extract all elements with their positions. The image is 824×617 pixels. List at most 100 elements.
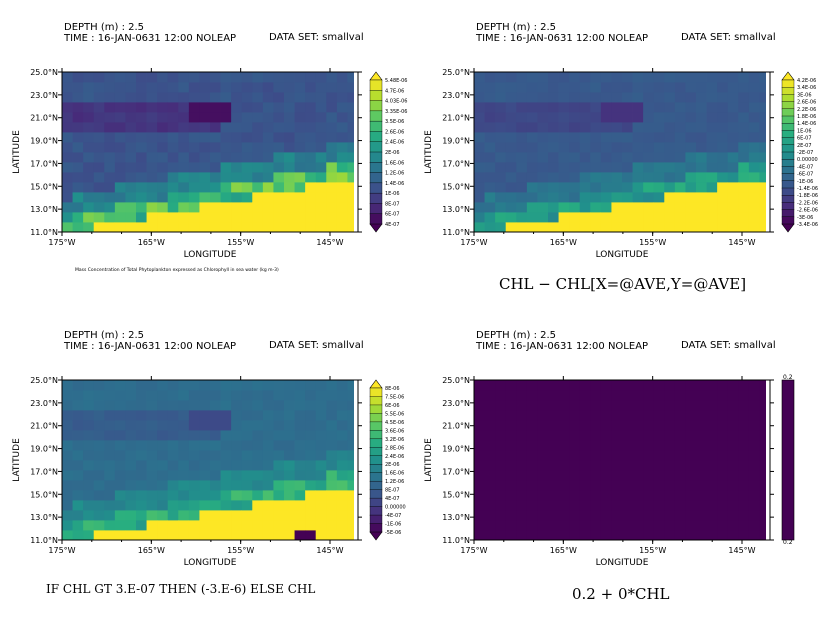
heatmap-cell	[759, 212, 771, 223]
heatmap-cell	[706, 132, 718, 143]
heatmap-cell	[653, 222, 665, 233]
heatmap-cell	[611, 420, 623, 431]
heatmap-cell	[93, 172, 105, 183]
x-tick-label: 155°W	[227, 238, 254, 247]
heatmap-cell	[231, 520, 243, 531]
heatmap-cell	[210, 182, 221, 193]
heatmap-cell	[643, 420, 655, 431]
heatmap-cell	[696, 440, 707, 451]
heatmap-cell	[653, 192, 665, 203]
heatmap-cell	[273, 172, 285, 183]
heatmap-cell	[537, 152, 549, 163]
heatmap-cell	[717, 92, 729, 103]
heatmap-cell	[188, 420, 200, 431]
colorbar-label: 5.5E-06	[385, 411, 404, 417]
heatmap-cell	[706, 510, 718, 521]
heatmap-cell	[241, 152, 253, 163]
heatmap-cell	[114, 380, 126, 391]
colorbar-swatch	[369, 514, 383, 525]
heatmap-cell	[505, 490, 517, 501]
heatmap-cell	[611, 162, 623, 173]
heatmap-cell	[72, 400, 84, 411]
heatmap-cell	[336, 102, 348, 113]
map-edge	[766, 380, 770, 540]
heatmap-cell	[505, 390, 517, 401]
heatmap-cell	[537, 212, 549, 223]
heatmap-cell	[664, 500, 676, 511]
heatmap-cell	[262, 222, 274, 233]
heatmap-cell	[748, 430, 760, 441]
heatmap-cell	[643, 440, 655, 451]
heatmap-cell	[474, 380, 485, 391]
heatmap-cell	[516, 400, 528, 411]
heatmap-cell	[347, 72, 359, 83]
heatmap-cell	[157, 510, 169, 521]
heatmap-cell	[188, 400, 200, 411]
heatmap-cell	[93, 102, 105, 113]
heatmap-cell	[284, 510, 295, 521]
heatmap-cell	[305, 82, 317, 93]
heatmap-cell	[284, 72, 295, 83]
heatmap-cell	[558, 122, 570, 133]
heatmap-cell	[537, 202, 549, 213]
heatmap-cell	[241, 132, 253, 143]
heatmap-cell	[114, 142, 126, 153]
heatmap-cell	[600, 390, 612, 401]
heatmap-cell	[104, 72, 116, 83]
heatmap-cell	[93, 510, 105, 521]
heatmap-cell	[632, 222, 644, 233]
heatmap-cell	[167, 440, 179, 451]
y-tick-label: 13.0°N	[30, 513, 58, 522]
heatmap-cell	[347, 162, 359, 173]
heatmap-cell	[326, 152, 338, 163]
heatmap-cell	[72, 450, 84, 461]
heatmap-cell	[484, 152, 496, 163]
colorbar-label: 3.2E-06	[385, 437, 404, 443]
heatmap-cell	[748, 142, 760, 153]
heatmap-cell	[231, 152, 243, 163]
heatmap-cell	[558, 112, 570, 123]
heatmap-cell	[590, 480, 602, 491]
heatmap-cell	[178, 212, 190, 223]
heatmap-cell	[326, 132, 338, 143]
colorbar-swatch	[369, 438, 383, 448]
y-tick-label: 15.0°N	[442, 490, 470, 499]
heatmap-cell	[696, 82, 707, 93]
heatmap-cell	[674, 380, 686, 391]
colorbar-label: 2.8E-06	[385, 445, 404, 451]
heatmap-cell	[505, 192, 517, 203]
heatmap-cell	[125, 500, 137, 511]
heatmap-cell	[474, 102, 485, 113]
heatmap-cell	[157, 92, 169, 103]
heatmap-cell	[717, 152, 729, 163]
heatmap-cell	[167, 510, 179, 521]
heatmap-cell	[685, 222, 697, 233]
heatmap-cell	[146, 182, 158, 193]
heatmap-cell	[653, 490, 665, 501]
time-label: TIME : 16-JAN-0631 12:00 NOLEAP	[64, 33, 237, 44]
heatmap-cell	[653, 400, 665, 411]
heatmap-cell	[495, 112, 507, 123]
heatmap-cell	[600, 152, 612, 163]
heatmap-cell	[294, 520, 306, 531]
heatmap-cell	[336, 222, 348, 233]
heatmap-cell	[685, 212, 697, 223]
heatmap-cell	[178, 182, 190, 193]
heatmap-cell	[157, 390, 169, 401]
heatmap-cell	[590, 82, 602, 93]
heatmap-cell	[548, 92, 559, 103]
heatmap-cell	[210, 142, 221, 153]
heatmap-cell	[474, 390, 485, 401]
heatmap-cell	[72, 460, 84, 471]
heatmap-cell	[484, 72, 496, 83]
heatmap-cell	[569, 212, 581, 223]
heatmap-cell	[157, 122, 169, 133]
heatmap-cell	[590, 112, 602, 123]
heatmap-cell	[696, 72, 707, 83]
heatmap-cell	[83, 380, 95, 391]
heatmap-cell	[252, 172, 264, 183]
heatmap-cell	[696, 490, 707, 501]
heatmap-cell	[347, 510, 359, 521]
heatmap-cell	[706, 162, 718, 173]
heatmap-cell	[537, 430, 549, 441]
